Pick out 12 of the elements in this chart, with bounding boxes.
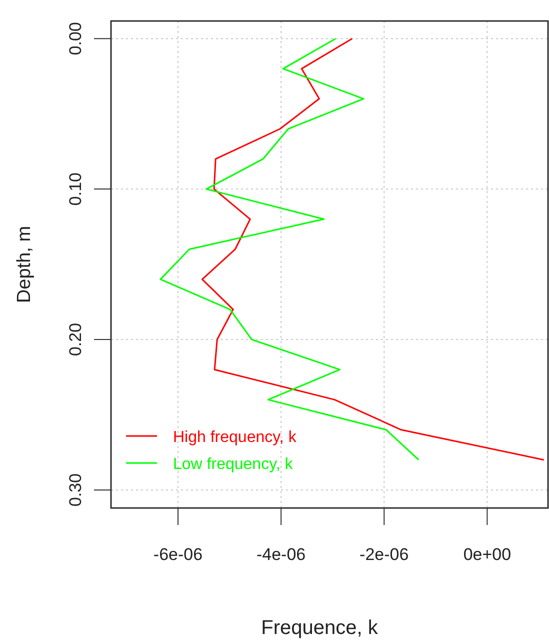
y-tick-label: 0.00 [66,22,85,56]
y-tick-label: 0.30 [66,473,85,506]
y-tick-label: 0.20 [66,322,85,356]
x-axis-title: Frequence, k [261,617,379,639]
legend-label: Low frequency, k [173,456,294,473]
x-tick-label: -2e-06 [360,545,409,564]
x-tick-label: 0e+00 [463,545,512,564]
x-tick-label: -6e-06 [153,545,203,564]
y-axis-title: Depth, m [14,226,35,304]
y-tick-label: 0.10 [66,172,85,206]
x-tick-label: -4e-06 [256,545,306,564]
legend-label: High frequency, k [173,429,298,446]
